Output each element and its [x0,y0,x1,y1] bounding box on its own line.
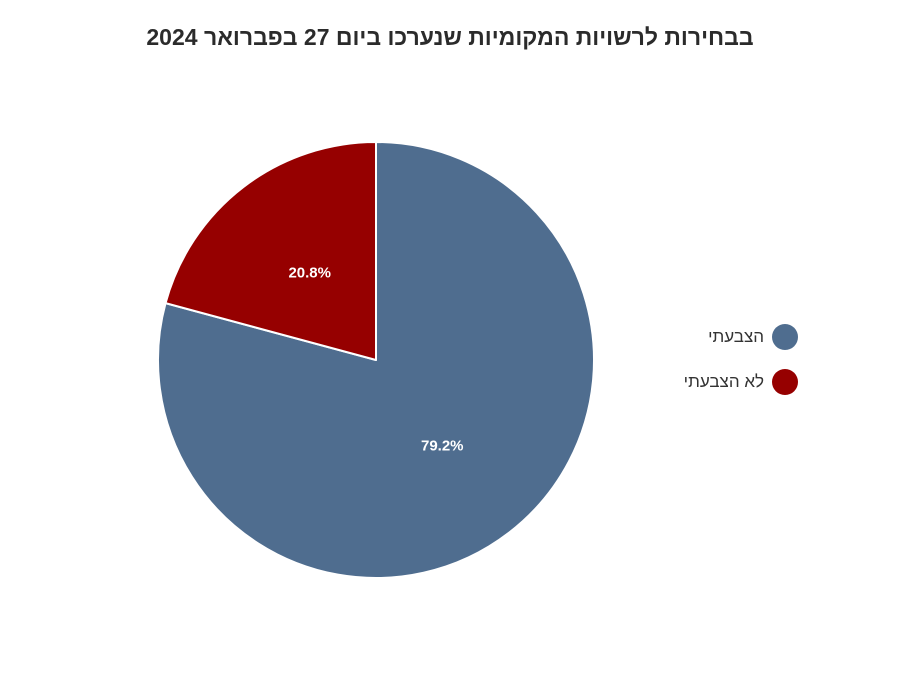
data-label-not-voted: 20.8% [288,264,331,281]
legend-item-not-voted[interactable]: לא הצבעתי [684,367,798,397]
legend-item-voted[interactable]: הצבעתי [684,322,798,352]
chart-title: בבחירות לרשויות המקומיות שנערכו ביום 27 … [146,24,754,50]
data-label-voted: 79.2% [421,438,464,455]
pie-slices [157,141,595,579]
legend-label-voted: הצבעתי [708,327,764,346]
legend-swatch-not-voted [772,369,798,395]
pie-slice-not-voted[interactable] [164,141,377,361]
legend-swatch-voted [772,324,798,350]
pie-labels: 79.2% 20.8% [288,264,463,454]
legend: הצבעתי לא הצבעתי [684,322,798,412]
legend-label-not-voted: לא הצבעתי [683,372,764,391]
